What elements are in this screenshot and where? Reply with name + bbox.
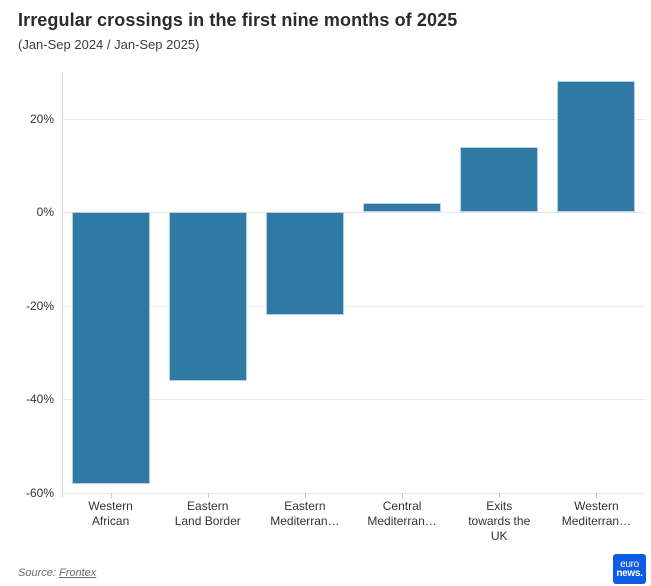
plot-area bbox=[62, 72, 645, 498]
bar-eastern-mediterran bbox=[265, 212, 344, 316]
y-axis-line bbox=[62, 72, 63, 497]
source-text: Source: Frontex bbox=[18, 567, 96, 579]
page-title: Irregular crossings in the first nine mo… bbox=[18, 10, 458, 30]
x-axis-tick bbox=[499, 493, 501, 498]
x-axis-label: Central Mediterran… bbox=[367, 499, 437, 528]
bar-central-mediterran bbox=[363, 202, 442, 213]
source-link[interactable]: Frontex bbox=[58, 567, 97, 579]
gridline bbox=[62, 493, 645, 494]
y-tick-label: -20% bbox=[25, 298, 54, 313]
x-axis-tick bbox=[304, 493, 306, 498]
source-label: Source: bbox=[18, 567, 59, 579]
x-axis-tick bbox=[402, 493, 404, 498]
x-axis-label: Eastern Mediterran… bbox=[270, 499, 340, 528]
logo-text-euro: euro bbox=[620, 558, 639, 570]
gridline bbox=[62, 118, 645, 120]
y-tick-label: 0% bbox=[36, 205, 54, 220]
gridline bbox=[62, 399, 645, 401]
bar-eastern-land-border bbox=[168, 212, 247, 381]
x-axis-tick bbox=[207, 493, 209, 498]
y-tick-label: 20% bbox=[29, 111, 54, 126]
x-axis-label: Eastern Land Border bbox=[174, 499, 241, 528]
x-axis-tick bbox=[596, 493, 598, 498]
gridline bbox=[62, 305, 645, 307]
bar-western-mediterran bbox=[557, 81, 636, 213]
bar-western-african bbox=[71, 212, 150, 484]
bar-exits-towards-the-uk bbox=[460, 146, 539, 213]
y-tick-label: -40% bbox=[25, 392, 54, 407]
euronews-logo[interactable]: euro news. bbox=[613, 554, 646, 584]
gridline bbox=[62, 212, 645, 214]
y-tick-label: -60% bbox=[25, 486, 54, 500]
x-axis-label: Western African bbox=[88, 499, 133, 528]
x-axis-label: Exits towards the UK bbox=[468, 499, 531, 543]
logo-text-news: news. bbox=[616, 567, 643, 579]
x-axis-label: Western Mediterran… bbox=[561, 499, 632, 528]
x-axis-tick bbox=[110, 493, 112, 498]
page-subtitle: (Jan-Sep 2024 / Jan-Sep 2025) bbox=[18, 37, 200, 52]
